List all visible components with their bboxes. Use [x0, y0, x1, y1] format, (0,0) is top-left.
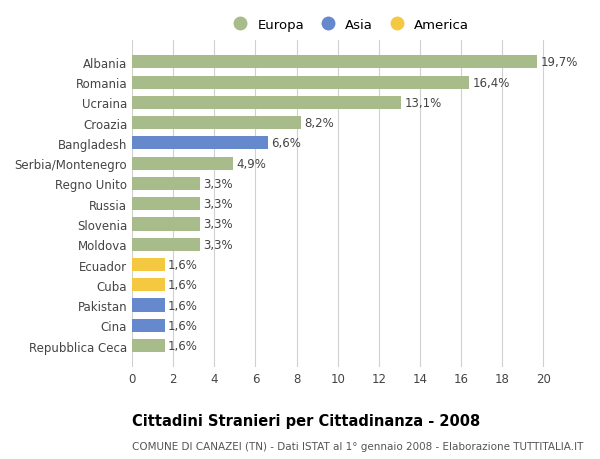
Text: 3,3%: 3,3%: [203, 218, 233, 231]
Text: 1,6%: 1,6%: [168, 258, 198, 271]
Text: 1,6%: 1,6%: [168, 339, 198, 353]
Bar: [132, 96, 401, 110]
Text: 16,4%: 16,4%: [472, 77, 510, 90]
Text: 1,6%: 1,6%: [168, 299, 198, 312]
Bar: [132, 339, 165, 353]
Bar: [132, 319, 165, 332]
Bar: [132, 117, 301, 130]
Text: Cittadini Stranieri per Cittadinanza - 2008: Cittadini Stranieri per Cittadinanza - 2…: [132, 413, 480, 428]
Text: 1,6%: 1,6%: [168, 319, 198, 332]
Bar: [132, 299, 165, 312]
Bar: [132, 238, 200, 251]
Bar: [132, 218, 200, 231]
Text: 3,3%: 3,3%: [203, 198, 233, 211]
Text: 3,3%: 3,3%: [203, 238, 233, 251]
Legend: Europa, Asia, America: Europa, Asia, America: [227, 18, 469, 32]
Text: 4,9%: 4,9%: [236, 157, 266, 170]
Text: 6,6%: 6,6%: [271, 137, 301, 150]
Bar: [132, 137, 268, 150]
Bar: [132, 279, 165, 292]
Text: 8,2%: 8,2%: [304, 117, 334, 130]
Text: 19,7%: 19,7%: [541, 56, 578, 69]
Bar: [132, 198, 200, 211]
Bar: [132, 178, 200, 190]
Bar: [132, 157, 233, 170]
Bar: [132, 76, 469, 90]
Bar: [132, 258, 165, 271]
Text: 3,3%: 3,3%: [203, 178, 233, 190]
Text: 13,1%: 13,1%: [404, 97, 442, 110]
Text: COMUNE DI CANAZEI (TN) - Dati ISTAT al 1° gennaio 2008 - Elaborazione TUTTITALIA: COMUNE DI CANAZEI (TN) - Dati ISTAT al 1…: [132, 441, 583, 451]
Text: 1,6%: 1,6%: [168, 279, 198, 291]
Bar: [132, 56, 537, 69]
